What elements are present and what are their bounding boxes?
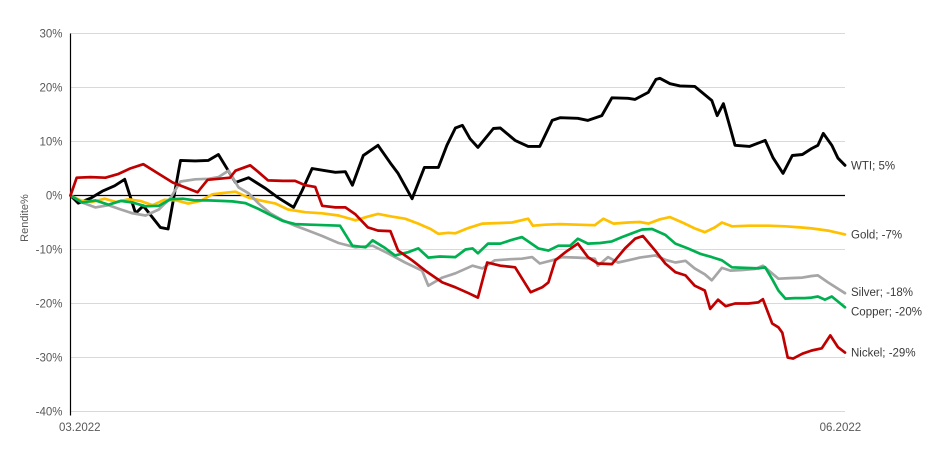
y-tick-label: -30%: [36, 353, 63, 365]
series-line-copper: [69, 194, 847, 309]
series-line-gold: [69, 190, 847, 236]
series-line-silver: [69, 169, 847, 295]
series-end-label-nickel: Nickel; -29%: [851, 348, 916, 360]
series-end-label-silver: Silver; -18%: [851, 287, 913, 299]
series-line-wti: [69, 76, 847, 231]
x-tick-label: 03.2022: [59, 422, 101, 434]
series-end-label-gold: Gold; -7%: [851, 229, 902, 241]
y-axis-title: Rendite%: [19, 194, 31, 242]
y-tick-label: 30%: [39, 29, 62, 41]
series-end-label-wti: WTI; 5%: [851, 160, 895, 172]
y-tick-label: 10%: [39, 137, 62, 149]
x-tick-label: 06.2022: [820, 422, 862, 434]
series-end-label-copper: Copper; -20%: [851, 306, 922, 318]
y-tick-label: -20%: [36, 299, 63, 311]
y-tick-label: 0%: [46, 191, 63, 203]
series-line-nickel: [69, 162, 847, 360]
y-tick-label: 20%: [39, 83, 62, 95]
y-tick-label: -40%: [36, 407, 63, 419]
y-tick-label: -10%: [36, 245, 63, 257]
